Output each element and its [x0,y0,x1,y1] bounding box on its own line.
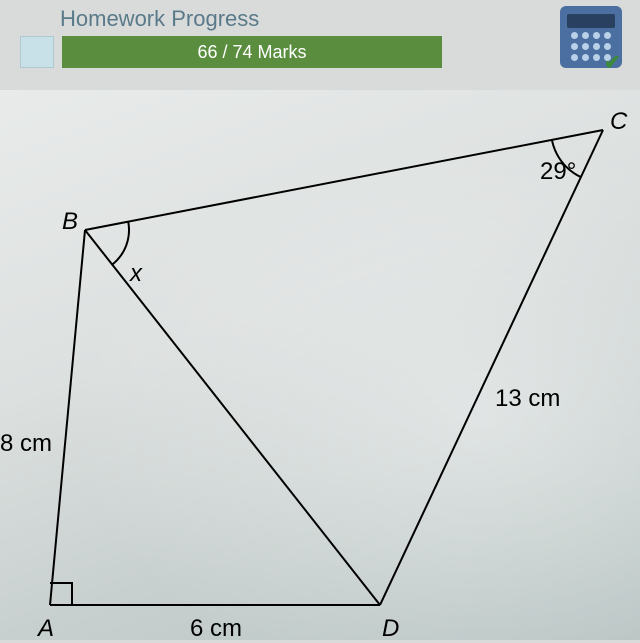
calculator-screen [567,14,615,28]
progress-text: 66 / 74 Marks [197,42,306,63]
progress-wrap: 66 / 74 Marks [20,36,620,68]
geom-label: C [610,108,627,136]
calculator-button[interactable]: ✔ [560,6,622,68]
check-icon: ✔ [604,50,626,72]
geom-label: 13 cm [495,385,560,413]
geom-label: 8 cm [0,430,52,458]
header: Homework Progress 66 / 74 Marks ✔ [0,0,640,80]
geometry-diagram: A B C D 8 cm 6 cm 13 cm 29° x [0,90,640,640]
geom-label: 6 cm [190,615,242,643]
geom-label: D [382,615,399,643]
progress-stub [20,36,54,68]
page-title: Homework Progress [60,6,620,32]
geom-label: x [130,260,142,288]
progress-bar: 66 / 74 Marks [62,36,442,68]
geom-label: B [62,208,78,236]
geom-label: 29° [540,158,576,186]
geom-label: A [38,615,54,643]
